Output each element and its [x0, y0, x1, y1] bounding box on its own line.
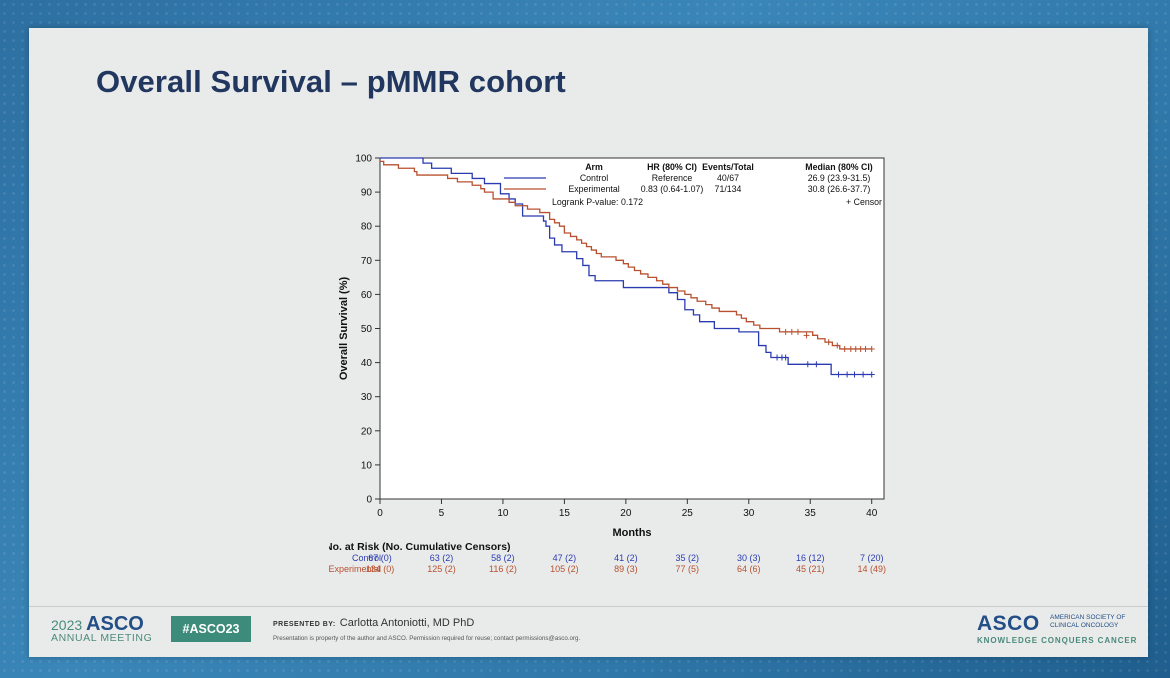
survival-curve-control: [380, 157, 872, 376]
legend-hr: 0.83 (0.64-1.07): [641, 184, 704, 194]
at-risk-title: No. at Risk (No. Cumulative Censors): [329, 541, 511, 553]
censor-mark: [804, 361, 811, 368]
presenter-line: PRESENTED BY: Carlotta Antoniotti, MD PhD: [273, 617, 474, 629]
meeting-brand-name: ASCO: [86, 613, 144, 635]
at-risk-value: 45 (21): [796, 564, 825, 574]
at-risk-label: Experimental: [329, 564, 381, 574]
legend-header-arm: Arm: [585, 162, 603, 172]
presenter-name: Carlotta Antoniotti, MD PhD: [339, 617, 475, 629]
at-risk-value: 77 (5): [676, 564, 700, 574]
asco-society-name: AMERICAN SOCIETY OF CLINICAL ONCOLOGY: [1050, 614, 1126, 629]
at-risk-value: 125 (2): [427, 564, 456, 574]
footer-divider: [29, 606, 1148, 607]
censor-mark: [835, 371, 842, 378]
meeting-label: ANNUAL MEETING: [51, 632, 153, 644]
survival-curve-experimental: [380, 160, 872, 350]
censor-mark: [862, 345, 869, 352]
censor-mark: [788, 328, 795, 335]
legend-arm: Experimental: [568, 184, 619, 194]
x-tick-label: 15: [559, 508, 571, 519]
y-tick-label: 100: [355, 154, 372, 165]
slide-title: Overall Survival – pMMR cohort: [96, 64, 566, 99]
legend-median: 26.9 (23.9-31.5): [808, 173, 871, 183]
censor-mark: [782, 354, 789, 361]
censor-mark: [851, 371, 858, 378]
legend-arm: Control: [580, 173, 608, 183]
plot-area: [379, 157, 885, 500]
legend-hr: Reference: [652, 173, 693, 183]
at-risk-value: 67 (0): [368, 553, 392, 563]
censor-mark: [825, 339, 832, 346]
at-risk-value: 63 (2): [430, 553, 454, 563]
at-risk-value: 41 (2): [614, 553, 638, 563]
legend-pvalue: Logrank P-value: 0.172: [552, 197, 643, 207]
x-tick-label: 30: [743, 508, 755, 519]
at-risk-value: 64 (6): [737, 564, 761, 574]
presented-by-label: PRESENTED BY:: [273, 621, 336, 628]
y-tick-label: 10: [361, 460, 373, 471]
meeting-brand: 2023 ASCO: [51, 613, 144, 636]
y-tick-label: 70: [361, 256, 373, 267]
at-risk-value: 89 (3): [614, 564, 638, 574]
x-tick-label: 40: [866, 508, 878, 519]
disclaimer-text: Presentation is property of the author a…: [273, 635, 581, 642]
at-risk-label: Control: [352, 553, 381, 563]
y-tick-label: 80: [361, 222, 373, 233]
legend-median: 30.8 (26.6-37.7): [808, 184, 871, 194]
at-risk-value: 35 (2): [676, 553, 700, 563]
asco-logo: ASCO: [977, 612, 1040, 635]
x-tick-label: 0: [377, 508, 383, 519]
asco-tagline: KNOWLEDGE CONQUERS CANCER: [977, 636, 1138, 645]
y-tick-label: 50: [361, 324, 373, 335]
at-risk-value: 7 (20): [860, 553, 884, 563]
y-axis-label: Overall Survival (%): [338, 277, 350, 381]
x-tick-label: 20: [620, 508, 632, 519]
legend-events: 40/67: [717, 173, 739, 183]
censor-mark: [803, 332, 810, 339]
legend-censor: + Censor: [846, 197, 882, 207]
legend-header-median: Median (80% CI): [805, 162, 873, 172]
y-tick-label: 0: [366, 495, 372, 506]
survival-chart: 0 10 20 30 40 50 60 70 80 90 100 0 5 10 15 20 25 30 35 40 Mo…: [329, 154, 886, 575]
x-tick-label: 5: [439, 508, 445, 519]
y-tick-label: 30: [361, 392, 373, 403]
at-risk-value: 14 (49): [857, 564, 886, 574]
meeting-year: 2023: [51, 617, 83, 633]
x-tick-label: 35: [805, 508, 817, 519]
at-risk-value: 47 (2): [553, 553, 577, 563]
x-axis-label: Months: [612, 527, 651, 539]
legend-header-events: Events/Total: [702, 162, 754, 172]
censor-mark: [834, 342, 841, 349]
censor-mark: [782, 328, 789, 335]
censor-mark: [844, 371, 851, 378]
at-risk-value: 105 (2): [550, 564, 579, 574]
y-tick-label: 40: [361, 358, 373, 369]
at-risk-value: 58 (2): [491, 553, 515, 563]
censor-mark: [868, 345, 875, 352]
y-tick-label: 20: [361, 426, 373, 437]
censor-mark: [841, 345, 848, 352]
slide: Overall Survival – pMMR cohort 0 10 20 30 40…: [29, 28, 1148, 657]
x-tick-label: 25: [682, 508, 694, 519]
censor-mark: [813, 361, 820, 368]
y-tick-label: 60: [361, 290, 373, 301]
legend-events: 71/134: [715, 184, 742, 194]
censor-mark: [868, 371, 875, 378]
x-tick-label: 10: [497, 508, 509, 519]
at-risk-value: 30 (3): [737, 553, 761, 563]
at-risk-value: 134 (0): [366, 564, 395, 574]
hashtag-badge: #ASCO23: [171, 616, 251, 642]
censor-mark: [860, 371, 867, 378]
at-risk-value: 116 (2): [489, 564, 517, 574]
legend-header-hr: HR (80% CI): [647, 162, 697, 172]
at-risk-value: 16 (12): [796, 553, 825, 563]
y-tick-label: 90: [361, 188, 373, 199]
censor-mark: [794, 328, 801, 335]
